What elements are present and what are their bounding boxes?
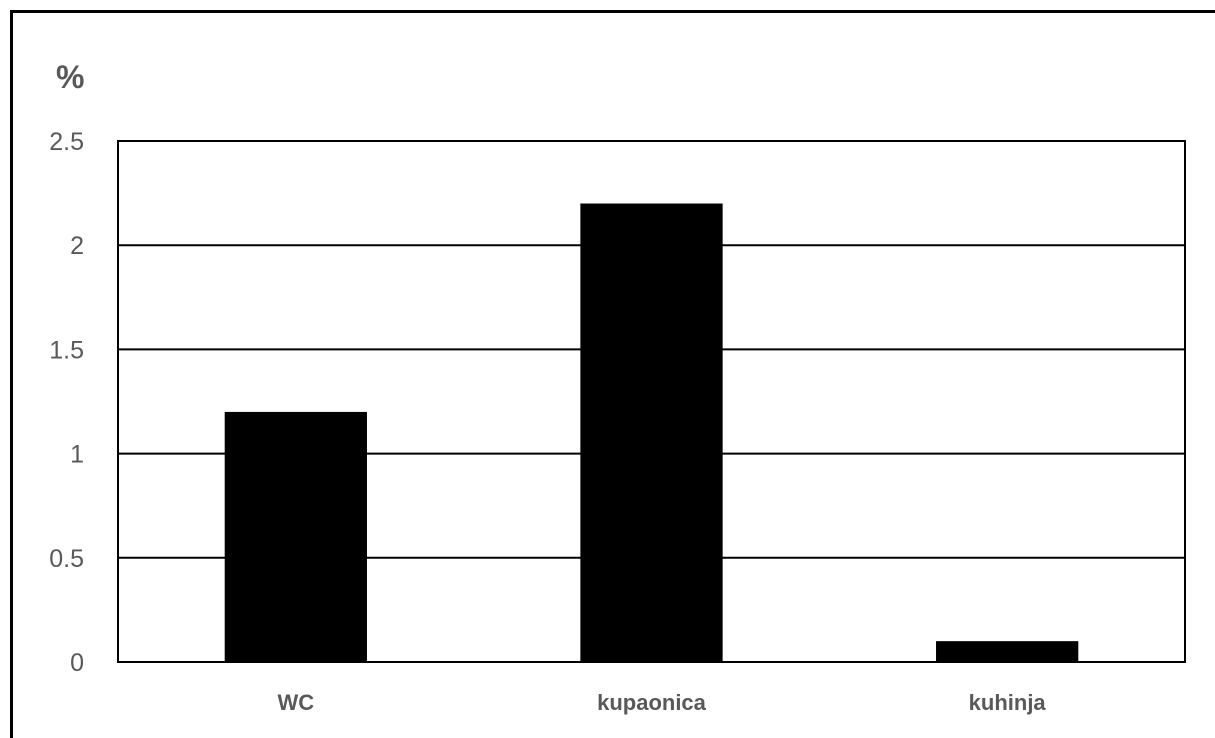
bars xyxy=(224,203,1079,662)
bar-wc xyxy=(224,411,367,662)
y-tick-label: 0 xyxy=(70,649,84,677)
y-tick-label: 1 xyxy=(70,441,84,469)
bar-kuhinja xyxy=(936,641,1079,662)
y-axis-ticks: 0 0.5 1 1.5 2 2.5 xyxy=(49,128,84,677)
y-tick-label: 0.5 xyxy=(49,545,84,573)
y-tick-label: 1.5 xyxy=(49,336,84,364)
bar-kupaonica xyxy=(580,203,723,662)
x-tick-label: kupaonica xyxy=(597,690,707,715)
y-tick-label: 2.5 xyxy=(49,128,84,156)
y-tick-label: 2 xyxy=(70,232,84,260)
y-axis-unit-label: % xyxy=(56,59,84,95)
x-tick-label: kuhinja xyxy=(969,690,1047,715)
plot-area-border xyxy=(117,140,1186,663)
x-axis-ticks: WC kupaonica kuhinja xyxy=(278,690,1047,715)
x-tick-label: WC xyxy=(278,690,315,715)
